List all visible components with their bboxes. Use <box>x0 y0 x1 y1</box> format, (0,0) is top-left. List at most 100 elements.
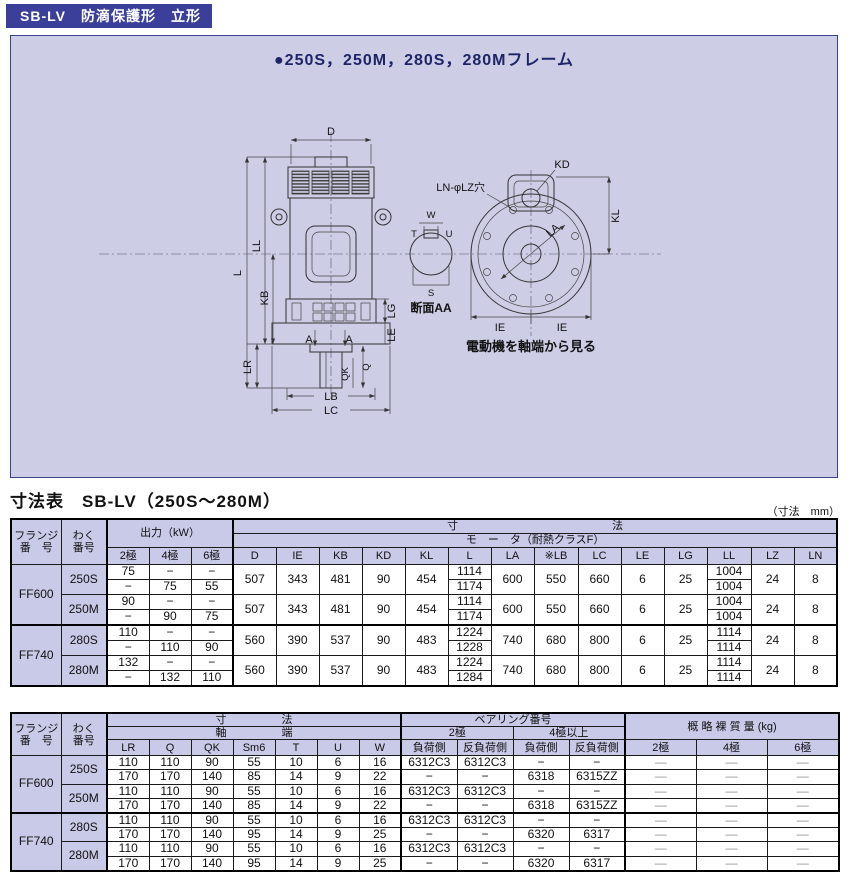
table-row: FF740 280S 110 110 90 55 10 6 16 6312C3 6312C3− − — —… <box>10 811 840 872</box>
dim-label-lb: LB <box>324 391 337 403</box>
dim-value: 8 <box>793 564 838 595</box>
dimensions-table: フランジ 番 号わく 番号 出力（kW）寸 法モ ー タ（耐熱クラスF） 2極 4極 6… <box>10 518 839 687</box>
dim-value: 507 <box>232 594 277 626</box>
table-row: 280M 132− −560 390 537 90 483 1224 740 680 800 6 25 1… <box>11 655 838 687</box>
col-dim: L <box>447 547 492 565</box>
col-dim: KD <box>361 547 406 565</box>
drawing-panel: ●250S，250M，280S，280Mフレーム <box>10 35 838 478</box>
mass-value: — <box>695 827 768 843</box>
dim-value: 800 <box>577 655 622 687</box>
shaft-dim-value: 170 <box>148 855 192 872</box>
dim-value: 454 <box>404 594 449 626</box>
shaft-dim-value: 25 <box>358 855 402 872</box>
mass-value: — <box>766 783 840 799</box>
dim-value: 8 <box>793 624 838 656</box>
shaft-dim-value: 6 <box>316 755 360 771</box>
shaft-dim-value: 55 <box>232 755 276 771</box>
dim-label-t: T <box>411 229 417 240</box>
mass-value: — <box>766 755 840 771</box>
table-row: FF600 250S 110 110 90 55 10 6 16 6312C3 6312C3− − — —… <box>10 755 840 814</box>
dim-ll: 1004 <box>706 594 752 610</box>
unit-note: （寸法 mm） <box>766 506 840 518</box>
mass-value: — <box>766 841 840 857</box>
output-kw: − <box>106 640 150 656</box>
shaft-dim-value: 16 <box>358 755 402 771</box>
frame-no: 250M <box>60 594 108 626</box>
shaft-dim-value: 6 <box>316 783 360 799</box>
shaft-dim-value: 170 <box>148 827 192 843</box>
shaft-dim-value: 140 <box>190 827 234 843</box>
dim-value: 660 <box>577 594 622 626</box>
shaft-dim-value: 110 <box>148 841 192 857</box>
bearing-no: − <box>512 783 570 799</box>
shaft-dim-value: 16 <box>358 783 402 799</box>
page-title: SB-LV 防滴保護形 立形 <box>20 8 201 24</box>
table-row: 280M 110 110 90 55 10 6 16 6312C3 6312C3− − — — — <box>11 841 840 872</box>
dim-value: 660 <box>577 564 622 595</box>
table-row: 軸 端 2極 4極以上 <box>11 726 839 741</box>
bearing-no: − <box>456 827 514 843</box>
bearing-no: − <box>568 841 626 857</box>
dim-label-ie-left: IE <box>495 322 505 334</box>
mass-value: — <box>695 855 768 872</box>
shaft-dim-value: 90 <box>190 755 234 771</box>
dim-label-lg: LG <box>386 304 398 319</box>
shaft-dim-value: 85 <box>232 797 276 814</box>
dim-value: 483 <box>404 624 449 656</box>
mass-value: — <box>624 811 697 829</box>
shaft-dim-value: 90 <box>190 783 234 799</box>
shaft-dim-value: 14 <box>274 827 318 843</box>
dim-value: 343 <box>275 564 320 595</box>
shaft-dim-value: 170 <box>148 797 192 814</box>
shaft-dim-value: 14 <box>274 797 318 814</box>
shaft-dim-value: 140 <box>190 855 234 872</box>
shaft-dim-value: 110 <box>106 755 150 771</box>
col-mass-pole: 4極 <box>695 739 768 757</box>
dim-ll: 1114 <box>706 655 752 671</box>
output-kw: 75 <box>190 609 234 626</box>
output-kw: 132 <box>148 670 192 687</box>
mass-value: — <box>624 755 697 771</box>
col-dim: LA <box>490 547 535 565</box>
table-row: 250M 110 110 90 55 10 6 16 6312C3 6312C3− − — — — <box>11 783 840 814</box>
mass-value: — <box>624 797 697 814</box>
dim-value: 390 <box>275 655 320 687</box>
dim-label-q: Q <box>361 363 372 370</box>
table-row: モ ー タ（耐熱クラスF） <box>11 533 838 548</box>
dim-label-ie-right: IE <box>557 322 567 334</box>
col-dim: ※LB <box>533 547 579 565</box>
table-row: 170 170 140 95 14 9 25− −6320 6317— — — <box>11 855 840 872</box>
mass-value: — <box>766 811 840 829</box>
col-dim: D <box>232 547 277 565</box>
dim-value: 6 <box>620 594 665 626</box>
col-dim: KB <box>318 547 363 565</box>
frame-no: 280S <box>60 624 108 656</box>
shaft-dim-value: 9 <box>316 797 360 814</box>
col-dim: LC <box>577 547 622 565</box>
output-kw: 132 <box>106 655 150 671</box>
shaft-dim-value: 140 <box>190 769 234 785</box>
dim-label-lr: LR <box>242 360 254 374</box>
shaft-dim-value: 110 <box>106 783 150 799</box>
output-kw: 110 <box>106 624 150 641</box>
output-kw: 110 <box>190 670 234 687</box>
col-flange-no: フランジ 番 号 <box>10 712 62 757</box>
dim-ll: 1114 <box>706 624 752 641</box>
mass-value: — <box>695 783 768 799</box>
dim-value: 560 <box>232 624 277 656</box>
dim-label-w: W <box>427 210 436 221</box>
bearing-no: − <box>568 783 626 799</box>
dim-label-kb: KB <box>259 291 271 306</box>
shaft-dim-value: 14 <box>274 855 318 872</box>
section-mark-a-left: A <box>305 334 313 346</box>
dim-value: 25 <box>663 624 708 656</box>
bearing-no: 6312C3 <box>456 811 514 829</box>
shaft-dim-value: 55 <box>232 783 276 799</box>
col-load-side: 負荷側 <box>400 739 458 757</box>
mass-value: — <box>766 827 840 843</box>
mass-value: — <box>624 855 697 872</box>
mass-value: — <box>695 797 768 814</box>
table-row: 2極 4極 6極 D IE KB KD KL L LA ※LB LC LE LG LL LZ LN <box>11 547 838 565</box>
shaft-dim-value: 14 <box>274 769 318 785</box>
col-bearing-no: ベアリング番号 <box>400 712 626 728</box>
